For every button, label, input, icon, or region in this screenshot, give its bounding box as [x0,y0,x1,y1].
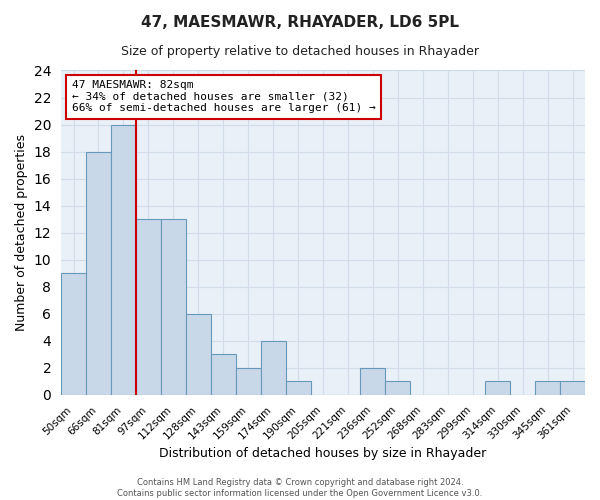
Bar [236,368,260,395]
Bar [111,124,136,395]
Bar [61,273,86,395]
Bar [260,341,286,395]
Bar [535,382,560,395]
Bar [86,152,111,395]
Y-axis label: Number of detached properties: Number of detached properties [15,134,28,331]
Bar [136,219,161,395]
Text: 47, MAESMAWR, RHAYADER, LD6 5PL: 47, MAESMAWR, RHAYADER, LD6 5PL [141,15,459,30]
Bar [385,382,410,395]
Bar [186,314,211,395]
Text: 47 MAESMAWR: 82sqm
← 34% of detached houses are smaller (32)
66% of semi-detache: 47 MAESMAWR: 82sqm ← 34% of detached hou… [71,80,375,114]
Bar [161,219,186,395]
Text: Contains HM Land Registry data © Crown copyright and database right 2024.
Contai: Contains HM Land Registry data © Crown c… [118,478,482,498]
Bar [560,382,585,395]
Bar [286,382,311,395]
Bar [485,382,510,395]
Bar [211,354,236,395]
Text: Size of property relative to detached houses in Rhayader: Size of property relative to detached ho… [121,45,479,58]
Bar [361,368,385,395]
X-axis label: Distribution of detached houses by size in Rhayader: Distribution of detached houses by size … [160,447,487,460]
